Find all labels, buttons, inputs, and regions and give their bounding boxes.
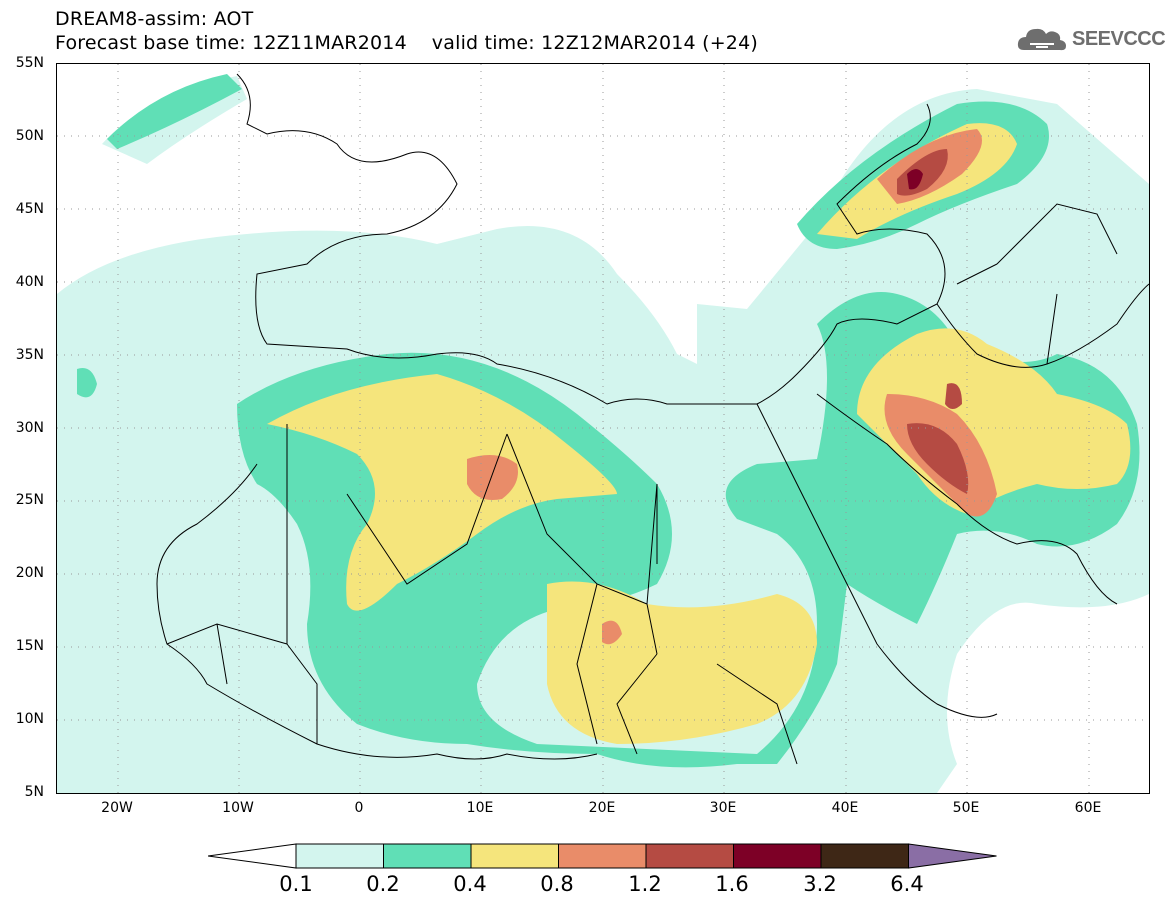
chart-title: DREAM8-assim: AOT: [55, 8, 254, 30]
lat-label: 20N: [15, 565, 44, 581]
lat-label: 55N: [15, 55, 44, 71]
lon-label: 10E: [466, 800, 494, 816]
lat-label: 40N: [15, 274, 44, 290]
legend-label: 0.4: [453, 872, 487, 896]
lon-label: 60E: [1074, 800, 1102, 816]
lon-label: 50E: [952, 800, 980, 816]
cloud-icon: [1017, 28, 1066, 51]
graticule: [57, 64, 1149, 793]
lon-label: 20W: [101, 800, 133, 816]
seevccc-logo: SEEVCCC: [1016, 24, 1165, 54]
colorbar-cell: [470, 843, 559, 869]
colorbar-cell: [383, 843, 472, 869]
colorbar-cell: [820, 843, 909, 869]
lat-label: 25N: [15, 492, 44, 508]
lon-label: 0: [354, 800, 364, 816]
legend-label: 0.1: [279, 872, 313, 896]
colorbar: [207, 842, 998, 875]
lon-label: 10W: [222, 800, 254, 816]
lat-label: 10N: [15, 711, 44, 727]
colorbar-cell: [558, 843, 647, 869]
map-panel: [56, 63, 1150, 794]
colorbar-arrow-high: [908, 843, 997, 869]
legend-label: 0.8: [540, 872, 574, 896]
lat-label: 5N: [24, 784, 44, 800]
coastlines: [156, 73, 1149, 765]
colorbar-cell: [645, 843, 734, 869]
legend-label: 1.2: [628, 872, 662, 896]
forecast-time-line: Forecast base time: 12Z11MAR2014 valid t…: [55, 32, 758, 54]
lat-label: 30N: [15, 420, 44, 436]
legend-label: 6.4: [890, 872, 924, 896]
legend-label: 1.6: [715, 872, 749, 896]
colorbar-arrow-low: [207, 843, 297, 869]
aot-band-1.6: [907, 169, 923, 190]
legend-label: 3.2: [803, 872, 837, 896]
lon-label: 30E: [709, 800, 737, 816]
lat-label: 50N: [15, 128, 44, 144]
lon-label: 40E: [831, 800, 859, 816]
colorbar-cell: [295, 843, 384, 869]
lat-label: 45N: [15, 201, 44, 217]
lon-label: 20E: [588, 800, 616, 816]
legend-label: 0.2: [366, 872, 400, 896]
colorbar-cells: [207, 843, 997, 869]
aot-map: [57, 64, 1149, 793]
lat-label: 15N: [15, 638, 44, 654]
logo-text: SEEVCCC: [1072, 27, 1165, 50]
lat-label: 35N: [15, 347, 44, 363]
colorbar-cell: [733, 843, 822, 869]
